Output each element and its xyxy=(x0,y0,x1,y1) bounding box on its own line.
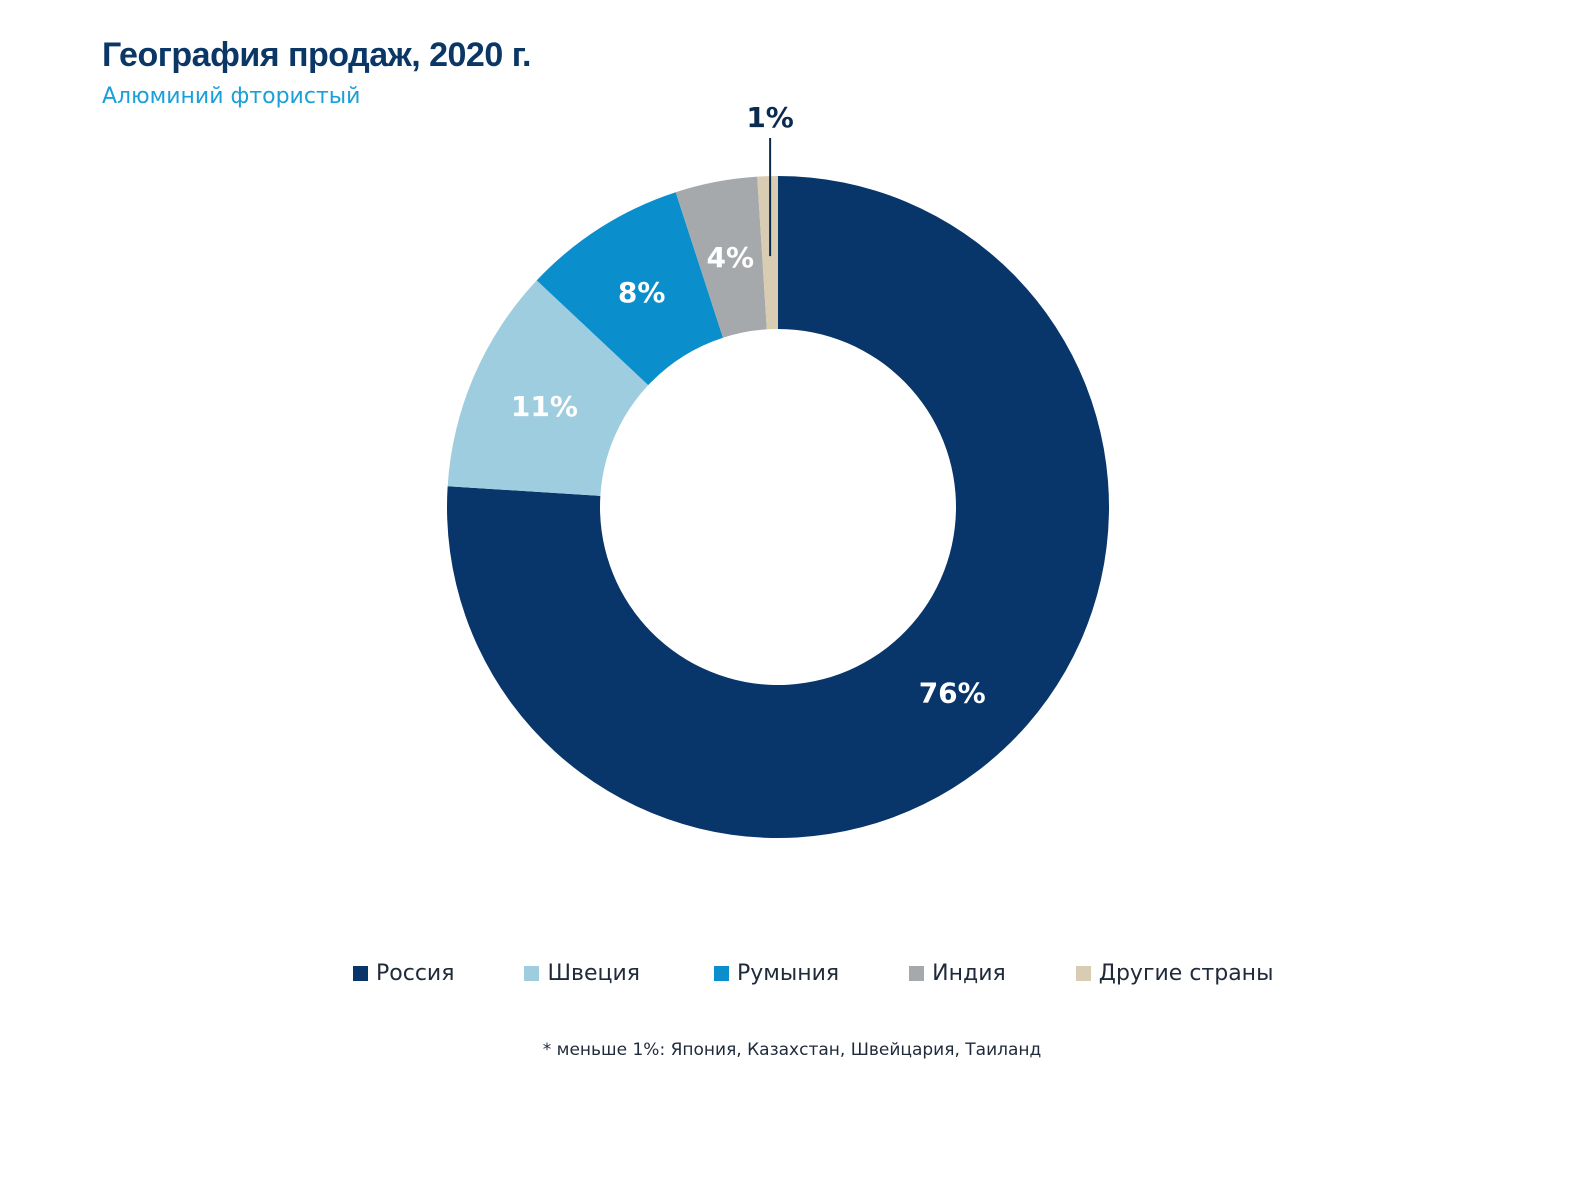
donut-slice-1 xyxy=(447,176,1110,838)
chart-subtitle: Алюминий фтористый xyxy=(102,84,361,109)
legend-swatch-1 xyxy=(353,965,368,981)
donut-slice-5 xyxy=(757,176,778,330)
legend-swatch-5 xyxy=(1075,965,1091,981)
slice-label-5: 1% xyxy=(746,101,794,134)
chart-legend: Россия Швеция Румыния Индия Другие страны xyxy=(353,957,1273,989)
slice-label-2: 11% xyxy=(511,390,578,423)
legend-item-4: Индия xyxy=(909,961,1006,986)
donut-slice-4 xyxy=(675,176,767,338)
slice-label-1: 76% xyxy=(919,677,986,710)
legend-label-4: Индия xyxy=(932,960,1006,986)
donut-slice-2 xyxy=(447,280,649,496)
donut-slice-3 xyxy=(536,192,723,386)
legend-swatch-4 xyxy=(909,965,925,981)
chart-title: География продаж, 2020 г. xyxy=(102,36,531,74)
chart-footnote: * меньше 1%: Япония, Казахстан, Швейцари… xyxy=(542,1040,1042,1060)
legend-item-3: Румыния xyxy=(714,961,839,986)
legend-item-2: Швеция xyxy=(524,961,640,986)
donut-slices xyxy=(447,176,1110,838)
legend-label-5: Другие страны xyxy=(1098,960,1274,986)
legend-label-3: Румыния xyxy=(737,960,840,986)
legend-item-5: Другие страны xyxy=(1075,960,1274,986)
slice-label-3: 8% xyxy=(618,276,666,309)
donut-slice-labels: 76% 11% 8% 4% 1% xyxy=(511,101,986,710)
legend-label-1: Россия xyxy=(376,960,455,986)
legend-swatch-2 xyxy=(524,965,540,981)
legend-swatch-3 xyxy=(714,965,729,981)
legend-item-1: Россия xyxy=(353,961,454,986)
slice-label-4: 4% xyxy=(707,241,755,274)
legend-label-2: Швеция xyxy=(547,960,640,986)
